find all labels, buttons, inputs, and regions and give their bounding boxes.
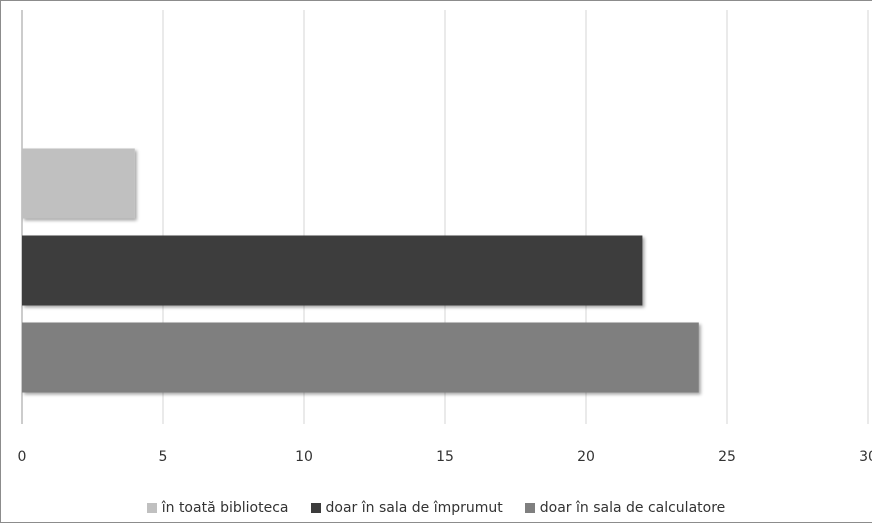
legend-label: doar în sala de împrumut <box>325 500 503 516</box>
x-axis-tick-labels: 0 5 10 15 20 25 30 <box>18 449 872 465</box>
legend-label: doar în sala de calculatore <box>539 500 726 516</box>
x-tick-label: 25 <box>718 449 736 465</box>
bar <box>22 322 699 393</box>
legend-swatch <box>310 503 321 513</box>
legend-swatch <box>146 503 157 513</box>
legend-item: în toată biblioteca <box>146 500 289 516</box>
x-tick-label: 20 <box>577 449 595 465</box>
legend-label: în toată biblioteca <box>161 500 289 516</box>
x-tick-label: 15 <box>436 449 454 465</box>
x-tick-label: 5 <box>159 449 168 465</box>
bar <box>22 235 643 306</box>
bars <box>22 148 699 393</box>
legend: în toată biblioteca doar în sala de împr… <box>0 496 872 520</box>
legend-item: doar în sala de împrumut <box>310 500 503 516</box>
x-tick-label: 30 <box>859 449 872 465</box>
x-tick-label: 10 <box>295 449 313 465</box>
bar <box>22 148 135 219</box>
legend-swatch <box>524 503 535 513</box>
legend-item: doar în sala de calculatore <box>524 500 726 516</box>
x-tick-label: 0 <box>18 449 27 465</box>
